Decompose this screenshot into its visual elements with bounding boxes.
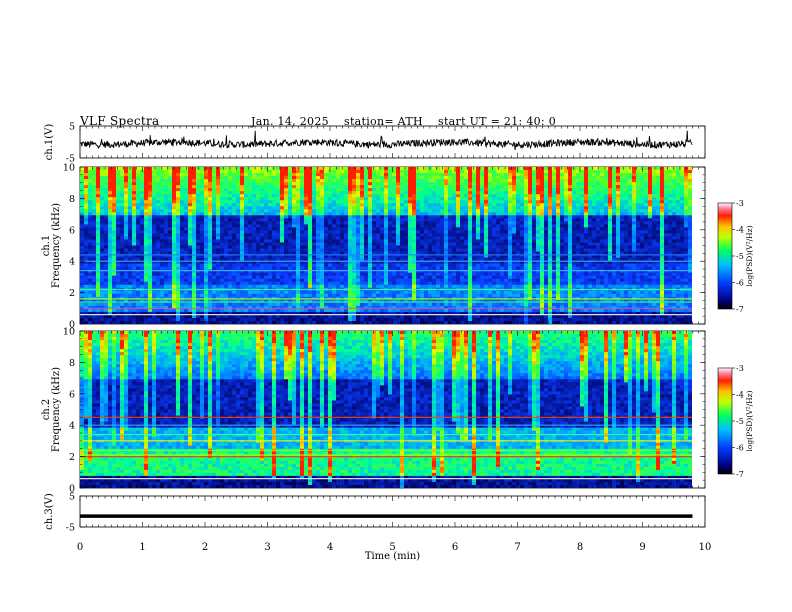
x-tick-label-9: 9 xyxy=(639,542,645,553)
colorbar-2-tick-0: -3 xyxy=(736,364,744,373)
x-tick-label-5: 5 xyxy=(389,542,395,553)
x-tick-label-7: 7 xyxy=(514,542,520,553)
panel1-y-tick-3: 4 xyxy=(69,257,75,268)
colorbar-2-tick-2: -5 xyxy=(736,417,744,426)
colorbar-1-tick-0: -3 xyxy=(736,199,744,208)
panel1-y-tick-1: 8 xyxy=(69,194,75,205)
figure-title: VLF Spectra xyxy=(80,114,160,128)
x-tick-label-0: 0 xyxy=(77,542,83,553)
colorbar-1-tick-3: -6 xyxy=(736,279,744,288)
panel0-y-tick-1: -5 xyxy=(66,154,75,165)
colorbar-2-tick-1: -4 xyxy=(736,391,744,400)
station-label: station= ATH xyxy=(344,115,423,128)
colorbar-1-tick-1: -4 xyxy=(736,226,744,235)
ch1-spectrogram xyxy=(80,167,692,324)
ch2-spectrogram xyxy=(80,331,692,488)
x-tick-label-10: 10 xyxy=(699,542,712,553)
panel3-y-tick-1: -5 xyxy=(66,523,75,534)
colorbar-2-label: log(PSD)(V²/Hz) xyxy=(745,390,754,451)
panel2-y-axis-label: Frequency (kHz) xyxy=(51,367,62,452)
panel1-y-tick-2: 6 xyxy=(69,225,75,236)
x-tick-label-3: 3 xyxy=(264,542,270,553)
panel2-y-tick-1: 8 xyxy=(69,358,75,369)
panel3-y-tick-0: 5 xyxy=(69,492,75,503)
colorbar-1-label: log(PSD)(V²/Hz) xyxy=(745,225,754,286)
panel1-channel-label: ch.1 xyxy=(41,235,52,257)
ch1-waveform-line xyxy=(80,130,693,151)
colorbar-2-tick-3: -6 xyxy=(736,444,744,453)
colorbar-2-tick-4: -7 xyxy=(736,470,744,479)
x-axis-label: Time (min) xyxy=(365,551,420,562)
panel0-y-tick-0: 5 xyxy=(69,122,75,133)
panel2-channel-label: ch.2 xyxy=(41,399,52,421)
x-tick-label-1: 1 xyxy=(139,542,145,553)
panel2-y-tick-0: 10 xyxy=(63,327,75,338)
colorbar-1-tick-2: -5 xyxy=(736,252,744,261)
colorbar-1 xyxy=(717,202,733,310)
panel1-y-tick-0: 10 xyxy=(63,163,75,174)
panel2-y-tick-3: 4 xyxy=(69,421,75,432)
x-tick-label-2: 2 xyxy=(202,542,208,553)
panel0-y-axis-label: ch.1(V) xyxy=(44,124,55,161)
panel2-y-tick-5: 0 xyxy=(69,484,75,495)
panel1-y-tick-5: 0 xyxy=(69,320,75,331)
x-tick-label-8: 8 xyxy=(577,542,583,553)
start-time-label: start UT = 21: 40: 0 xyxy=(438,115,557,128)
panel1-y-tick-4: 2 xyxy=(69,288,75,299)
x-tick-label-6: 6 xyxy=(452,542,458,553)
colorbar-1-tick-4: -7 xyxy=(736,305,744,314)
panel2-y-tick-2: 6 xyxy=(69,389,75,400)
panel2-y-tick-4: 2 xyxy=(69,452,75,463)
panel1-y-axis-label: Frequency (kHz) xyxy=(51,203,62,288)
x-tick-label-4: 4 xyxy=(327,542,333,553)
date-label: Jan. 14, 2025 xyxy=(251,115,329,128)
colorbar-2 xyxy=(717,367,733,475)
panel3-y-axis-label: ch.3(V) xyxy=(44,493,55,530)
